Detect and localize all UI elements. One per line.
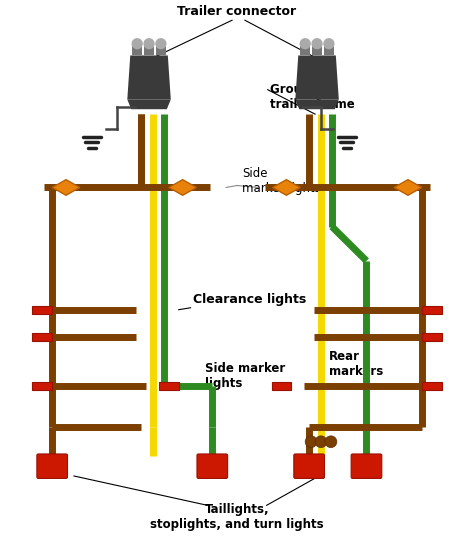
- Polygon shape: [52, 180, 80, 195]
- Circle shape: [300, 39, 310, 49]
- FancyBboxPatch shape: [351, 454, 382, 478]
- Polygon shape: [295, 100, 339, 109]
- Polygon shape: [300, 44, 310, 55]
- Text: Trailer connector: Trailer connector: [177, 5, 297, 18]
- Polygon shape: [128, 55, 171, 100]
- Polygon shape: [394, 180, 422, 195]
- Text: Taillights,
stoplights, and turn lights: Taillights, stoplights, and turn lights: [150, 503, 324, 531]
- Polygon shape: [132, 44, 142, 55]
- Polygon shape: [32, 306, 52, 314]
- Circle shape: [156, 39, 166, 49]
- Polygon shape: [422, 306, 442, 314]
- Polygon shape: [144, 44, 154, 55]
- Polygon shape: [272, 382, 292, 390]
- Circle shape: [312, 39, 322, 49]
- Text: Clearance lights: Clearance lights: [192, 293, 306, 306]
- Text: Side
marker lights: Side marker lights: [242, 167, 321, 195]
- Text: Side marker
lights: Side marker lights: [205, 362, 286, 390]
- Polygon shape: [159, 382, 179, 390]
- Polygon shape: [295, 55, 339, 100]
- Circle shape: [324, 39, 334, 49]
- Circle shape: [144, 39, 154, 49]
- Polygon shape: [422, 382, 442, 390]
- Polygon shape: [32, 333, 52, 341]
- Polygon shape: [273, 180, 300, 195]
- Circle shape: [305, 436, 317, 447]
- Circle shape: [315, 436, 327, 447]
- Circle shape: [132, 39, 142, 49]
- FancyBboxPatch shape: [37, 454, 67, 478]
- Circle shape: [325, 436, 337, 447]
- Text: Rear
markers: Rear markers: [329, 349, 383, 378]
- Polygon shape: [32, 382, 52, 390]
- Polygon shape: [169, 180, 197, 195]
- FancyBboxPatch shape: [197, 454, 228, 478]
- Polygon shape: [324, 44, 334, 55]
- Text: Ground to
trailer frame: Ground to trailer frame: [270, 83, 355, 111]
- Polygon shape: [312, 44, 322, 55]
- FancyBboxPatch shape: [294, 454, 325, 478]
- Polygon shape: [128, 100, 171, 109]
- Polygon shape: [422, 333, 442, 341]
- Polygon shape: [156, 44, 166, 55]
